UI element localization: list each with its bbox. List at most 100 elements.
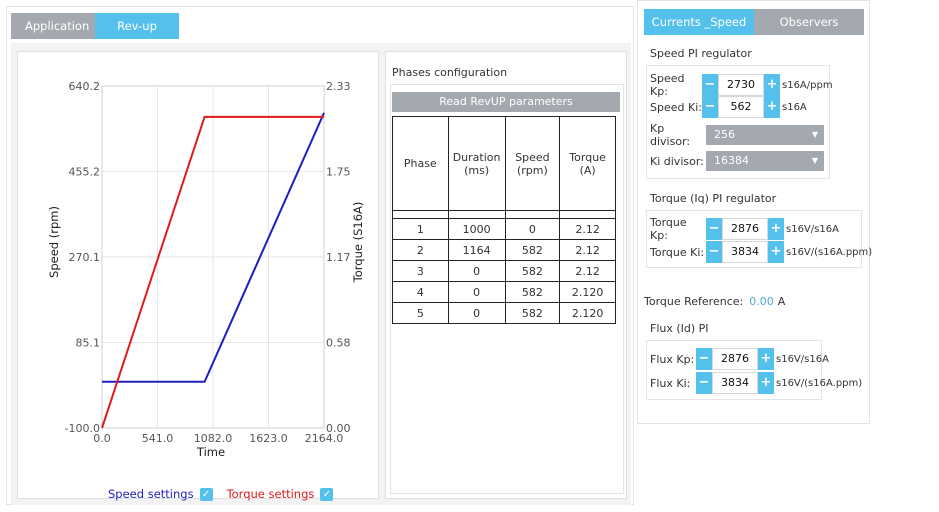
speed-kp-decrement-button[interactable]: −: [702, 74, 718, 96]
chevron-down-icon: ▼: [811, 130, 818, 139]
speed-ki-stepper: − 562 + s16A: [702, 96, 807, 118]
cell-phase: 4: [392, 281, 449, 303]
table-header-row: Phase Duration (ms) Speed (rpm) Torque (…: [392, 116, 616, 211]
phases-inner-box: [390, 84, 624, 494]
table-row: 2 1164 582 2.12: [392, 239, 616, 261]
torque-kp-decrement-button[interactable]: −: [706, 218, 722, 240]
speed-ki-increment-button[interactable]: +: [764, 96, 780, 118]
y-axis-left-title: Speed (rpm): [47, 206, 61, 278]
torque-kp-unit: s16V/s16A: [786, 223, 839, 235]
cell-duration[interactable]: 0: [447, 302, 506, 324]
torque-kp-increment-button[interactable]: +: [768, 218, 784, 240]
read-revup-parameters-button[interactable]: Read RevUP parameters: [392, 92, 620, 112]
tab-observers[interactable]: Observers: [754, 9, 864, 35]
table-row: 3 0 582 2.12: [392, 260, 616, 282]
cell-speed[interactable]: 582: [504, 239, 561, 261]
torque-kp-row: Torque Kp: − 2876 + s16V/s16A: [650, 216, 839, 242]
speed-ki-decrement-button[interactable]: −: [702, 96, 718, 118]
torque-kp-input[interactable]: 2876: [722, 218, 768, 240]
cell-speed[interactable]: 582: [504, 260, 561, 282]
chart-grid: [101, 85, 325, 429]
legend-torque-label: Torque settings: [226, 487, 315, 501]
flux-kp-increment-button[interactable]: +: [758, 348, 774, 370]
cell-speed[interactable]: 582: [504, 302, 561, 324]
cell-torque[interactable]: 2.12: [559, 239, 616, 261]
speed-kp-label: Speed Kp:: [650, 72, 685, 98]
y-right-tick-label: 1.75: [326, 166, 351, 179]
left-tab-bar: Application Rev-up: [11, 13, 179, 39]
tab-currents-speed[interactable]: Currents _Speed: [644, 9, 754, 35]
torque-ki-label: Torque Ki:: [650, 245, 705, 259]
table-row: 1 1000 0 2.12: [392, 218, 616, 240]
cell-speed[interactable]: 0: [504, 218, 561, 240]
spacer-cell: [504, 210, 561, 219]
y-right-tick-label: 0.00: [326, 422, 351, 435]
speed-kp-input[interactable]: 2730: [718, 74, 764, 96]
torque-ki-row: Torque Ki: − 3834 + s16V/(s16A.ppm): [650, 241, 872, 263]
y-left-tick-label: 455.2: [69, 166, 101, 179]
torque-reference-unit: A: [777, 294, 786, 308]
ki-divisor-select[interactable]: 16384 ▼: [706, 151, 824, 171]
cell-torque[interactable]: 2.12: [559, 218, 616, 240]
speed-kp-increment-button[interactable]: +: [764, 74, 780, 96]
flux-ki-row: Flux Ki: − 3834 + s16V/(s16A.ppm): [650, 372, 862, 394]
speed-kp-stepper: − 2730 + s16A/ppm: [702, 74, 833, 96]
header-phase: Phase: [392, 116, 449, 211]
flux-ki-decrement-button[interactable]: −: [696, 372, 712, 394]
cell-torque[interactable]: 2.12: [559, 260, 616, 282]
flux-kp-row: Flux Kp: − 2876 + s16V/s16A: [650, 348, 829, 370]
torque-kp-stepper: − 2876 + s16V/s16A: [706, 218, 839, 240]
x-tick-label: 1082.0: [194, 432, 233, 445]
y-axis-right-title: Torque (S16A): [351, 202, 365, 284]
header-speed: Speed (rpm): [504, 116, 561, 211]
torque-series-line: [101, 115, 324, 429]
speed-kp-unit: s16A/ppm: [782, 79, 833, 91]
tab-rev-up[interactable]: Rev-up: [95, 13, 179, 39]
x-axis-title: Time: [196, 445, 225, 459]
cell-phase: 1: [392, 218, 449, 240]
kp-divisor-select[interactable]: 256 ▼: [706, 125, 824, 145]
cell-duration[interactable]: 0: [447, 260, 506, 282]
torque-reference-value[interactable]: 0.00: [749, 294, 774, 308]
flux-kp-label: Flux Kp:: [650, 352, 695, 366]
speed-settings-checkbox[interactable]: ✓: [199, 487, 213, 501]
phases-configuration-panel: Phases configuration Read RevUP paramete…: [385, 51, 627, 499]
torque-reference-label: Torque Reference:: [644, 294, 744, 308]
phases-table: Phase Duration (ms) Speed (rpm) Torque (…: [392, 116, 616, 324]
cell-phase: 5: [392, 302, 449, 324]
flux-kp-input[interactable]: 2876: [712, 348, 758, 370]
flux-ki-input[interactable]: 3834: [712, 372, 758, 394]
torque-ki-decrement-button[interactable]: −: [706, 241, 722, 263]
flux-ki-increment-button[interactable]: +: [758, 372, 774, 394]
torque-settings-checkbox[interactable]: ✓: [320, 487, 334, 501]
chart-ticks: 0.0 541.0 1082.0 1623.0 2164.0 640.2 2.33 455.2…: [65, 80, 351, 445]
y-right-tick-label: 2.33: [326, 80, 351, 93]
y-right-tick-label: 1.17: [326, 251, 351, 264]
speed-ki-input[interactable]: 562: [718, 96, 764, 118]
table-spacer-row: [392, 210, 616, 219]
flux-kp-decrement-button[interactable]: −: [696, 348, 712, 370]
y-left-tick-label: 270.1: [69, 251, 101, 264]
kp-divisor-row: Kp divisor: 256 ▼: [650, 122, 824, 148]
revup-content: 0.0 541.0 1082.0 1623.0 2164.0 640.2 2.33 455.2…: [11, 43, 631, 505]
torque-ki-input[interactable]: 3834: [722, 241, 768, 263]
torque-ki-increment-button[interactable]: +: [768, 241, 784, 263]
header-duration: Duration (ms): [447, 116, 506, 211]
table-row: 4 0 582 2.120: [392, 281, 616, 303]
torque-ki-unit: s16V/(s16A.ppm): [786, 246, 873, 258]
cell-torque[interactable]: 2.120: [559, 302, 616, 324]
cell-duration[interactable]: 0: [447, 281, 506, 303]
revup-panel: Application Rev-up 0.0 541.0 1082.0 1623.0 2…: [6, 6, 634, 505]
speed-ki-row: Speed Ki: − 562 + s16A: [650, 96, 807, 118]
cell-duration[interactable]: 1000: [447, 218, 506, 240]
cell-speed[interactable]: 582: [504, 281, 561, 303]
torque-kp-label: Torque Kp:: [650, 216, 687, 242]
cell-torque[interactable]: 2.120: [559, 281, 616, 303]
cell-duration[interactable]: 1164: [447, 239, 506, 261]
kp-divisor-label: Kp divisor:: [650, 122, 691, 148]
ki-divisor-label: Ki divisor:: [650, 154, 704, 168]
tab-application[interactable]: Application: [11, 13, 95, 39]
ki-divisor-row: Ki divisor: 16384 ▼: [650, 150, 824, 172]
x-tick-label: 0.0: [93, 432, 111, 445]
x-tick-label: 541.0: [142, 432, 174, 445]
